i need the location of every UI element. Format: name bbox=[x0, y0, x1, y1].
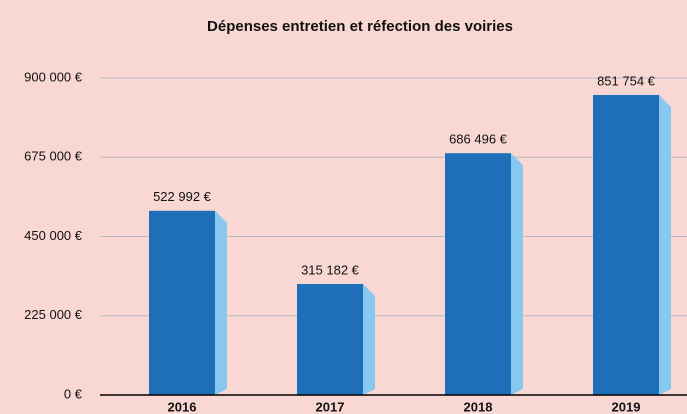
y-tick-label: 225 000 € bbox=[24, 307, 83, 322]
bar bbox=[149, 210, 215, 395]
bar bbox=[445, 153, 511, 395]
y-tick-label: 0 € bbox=[64, 386, 83, 401]
bar-side bbox=[363, 283, 375, 395]
bar bbox=[297, 283, 363, 395]
y-tick-label: 900 000 € bbox=[24, 69, 83, 84]
bar-side bbox=[659, 94, 671, 395]
bar bbox=[593, 94, 659, 395]
bar-side bbox=[511, 153, 523, 395]
x-tick-label: 2019 bbox=[612, 399, 641, 414]
data-label: 851 754 € bbox=[597, 73, 656, 88]
y-tick-label: 675 000 € bbox=[24, 149, 83, 164]
x-tick-label: 2017 bbox=[316, 399, 345, 414]
x-tick-label: 2016 bbox=[168, 399, 197, 414]
y-tick-label: 450 000 € bbox=[24, 228, 83, 243]
x-tick-label: 2018 bbox=[464, 399, 493, 414]
data-label: 686 496 € bbox=[449, 132, 508, 147]
data-label: 315 182 € bbox=[301, 262, 360, 277]
chart-title: Dépenses entretien et réfection des voir… bbox=[207, 18, 513, 35]
bar-side bbox=[215, 210, 227, 395]
data-label: 522 992 € bbox=[153, 189, 212, 204]
